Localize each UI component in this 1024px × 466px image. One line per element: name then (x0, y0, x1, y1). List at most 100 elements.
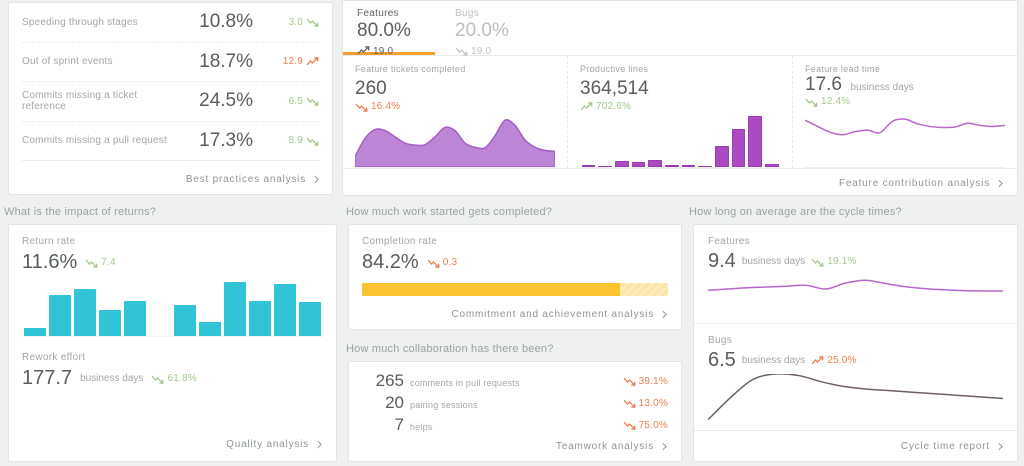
chevron-right-icon (317, 440, 322, 449)
trending-up-icon (357, 46, 370, 55)
tab-label: Features (357, 8, 399, 19)
trending-down-icon (623, 421, 636, 430)
card-footer: Feature contribution analysis (343, 168, 1017, 197)
chevron-right-icon (662, 310, 667, 319)
trend-indicator: 8.9 (288, 135, 319, 146)
metric-row-speeding: Speeding through stages 10.8% 3.0 (22, 3, 319, 43)
metric-value: 17.3% (199, 129, 253, 151)
trending-down-icon (455, 47, 468, 56)
trend-value: 39.1% (638, 375, 668, 387)
trend-indicator: 12.4% (805, 96, 1005, 107)
trending-down-icon (811, 258, 824, 267)
trend-value: 19.0 (471, 45, 492, 57)
chart-bar (748, 116, 762, 167)
tab-features[interactable]: Features 80.0% 19.0 (343, 1, 435, 57)
teamwork-card: 265 comments in pull requests 39.1% 20 p… (348, 361, 682, 462)
chart-bar (714, 146, 729, 167)
productive-lines-bar-chart (580, 115, 780, 168)
tab-bugs[interactable]: Bugs 20.0% 19.0 (441, 1, 551, 57)
metric-value: 17.6 (805, 74, 842, 95)
features-label: Features (708, 236, 750, 247)
cycle-bugs-line-chart (708, 374, 1003, 426)
teamwork-row-pairing: 20 pairing sessions 13.0% (362, 393, 668, 415)
trend-value: 19.1% (827, 256, 857, 267)
trend-indicator: 3.0 (288, 17, 319, 28)
feature-lead-time-line-chart (805, 115, 1005, 168)
commitment-section-title: How much work started gets completed? (346, 206, 553, 218)
trend-value: 61.8% (167, 373, 197, 384)
line-sparkline (708, 374, 1003, 426)
metric-label: Commits missing a pull request (22, 135, 167, 147)
bugs-label: Bugs (708, 335, 732, 346)
metric-label: Commits missing a ticket reference (22, 90, 138, 113)
return-rate-value: 11.6% (22, 251, 78, 273)
trending-down-icon (85, 259, 98, 268)
row-value: 7 (394, 415, 404, 434)
teamwork-section-title: How much collaboration has there been? (346, 343, 554, 355)
bugs-value: 6.5 (708, 349, 736, 371)
trending-down-icon (306, 97, 319, 107)
metric-label: Out of sprint events (22, 56, 113, 68)
features-value: 9.4 (708, 250, 736, 272)
trend-indicator: 61.8% (151, 373, 197, 384)
metric-feature-lead-time: Feature lead time 17.6 business days 12.… (793, 56, 1017, 168)
trend-indicator: 19.0 (455, 46, 491, 57)
trend-value: 19.0 (373, 45, 394, 57)
tab-label: Bugs (455, 8, 479, 19)
metric-label: Speeding through stages (22, 16, 138, 28)
metric-value: 18.7% (199, 50, 253, 72)
best-practices-analysis-link[interactable]: Best practices analysis (186, 174, 319, 185)
quality-analysis-link[interactable]: Quality analysis (226, 439, 322, 450)
metric-row-out-of-sprint: Out of sprint events 18.7% 12.9 (22, 43, 319, 82)
cycle-time-report-link[interactable]: Cycle time report (901, 441, 1003, 452)
chart-bar (614, 161, 629, 167)
trend-indicator: 16.4% (355, 101, 555, 112)
trending-down-icon (427, 259, 440, 268)
metric-label: Feature lead time (805, 64, 881, 74)
metric-label: Productive lines (580, 64, 649, 74)
chart-bar (123, 301, 146, 336)
chart-bar (681, 165, 696, 167)
cycle-bugs-section: Bugs 6.5 business days 25.0% (694, 324, 1017, 430)
trending-down-icon (151, 375, 164, 384)
cycle-times-section-title: How long on average are the cycle times? (689, 206, 902, 218)
chart-bar (581, 165, 596, 167)
best-practices-card: Speeding through stages 10.8% 3.0 Out of… (8, 2, 333, 195)
card-footer: Cycle time report (694, 430, 1017, 462)
chart-bar (698, 165, 712, 167)
row-label: comments in pull requests (410, 378, 520, 388)
commitment-analysis-link[interactable]: Commitment and achievement analysis (451, 309, 667, 320)
feature-contribution-analysis-link[interactable]: Feature contribution analysis (839, 178, 1003, 189)
metric-productive-lines: Productive lines 364,514 702.6% (568, 56, 793, 168)
teamwork-analysis-link[interactable]: Teamwork analysis (556, 441, 667, 452)
trend-indicator: 19.0 (357, 46, 393, 57)
chevron-right-icon (662, 442, 667, 451)
trending-up-icon (306, 56, 319, 66)
metric-row-missing-ticket: Commits missing a ticket reference 24.5%… (22, 82, 319, 122)
trend-value: 7.4 (101, 257, 116, 268)
trending-down-icon (355, 103, 368, 112)
commitment-card: Completion rate 84.2% 0.3 Commitment and… (348, 224, 682, 330)
trending-up-icon (811, 355, 824, 364)
chart-bar (274, 283, 297, 336)
quality-section-title: What is the impact of returns? (4, 206, 157, 218)
features-unit: business days (741, 256, 806, 267)
trend-indicator: 39.1% (623, 376, 668, 387)
row-label: helps (410, 422, 433, 432)
trend-indicator: 6.5 (288, 96, 319, 107)
feature-metrics-row: Feature tickets completed 260 16.4% Prod… (343, 56, 1017, 168)
chart-bar (299, 302, 322, 336)
metric-value: 10.8% (199, 11, 253, 33)
teamwork-row-helps: 7 helps 75.0% (362, 415, 668, 437)
quality-card: Return rate 11.6% 7.4 Rework effort 177.… (8, 224, 337, 462)
trend-value: 702.6% (596, 101, 632, 112)
completion-progress-bar (362, 283, 668, 296)
chevron-right-icon (998, 442, 1003, 451)
feature-contribution-card: Features 80.0% 19.0 Bugs 20.0% 19.0 Feat… (342, 0, 1018, 196)
chart-bar (48, 295, 71, 336)
completion-rate-value: 84.2% (362, 251, 419, 273)
row-value: 20 (385, 393, 404, 412)
trend-value: 0.3 (442, 257, 458, 268)
trend-value: 12.4% (821, 96, 851, 107)
chart-bar (648, 160, 662, 167)
